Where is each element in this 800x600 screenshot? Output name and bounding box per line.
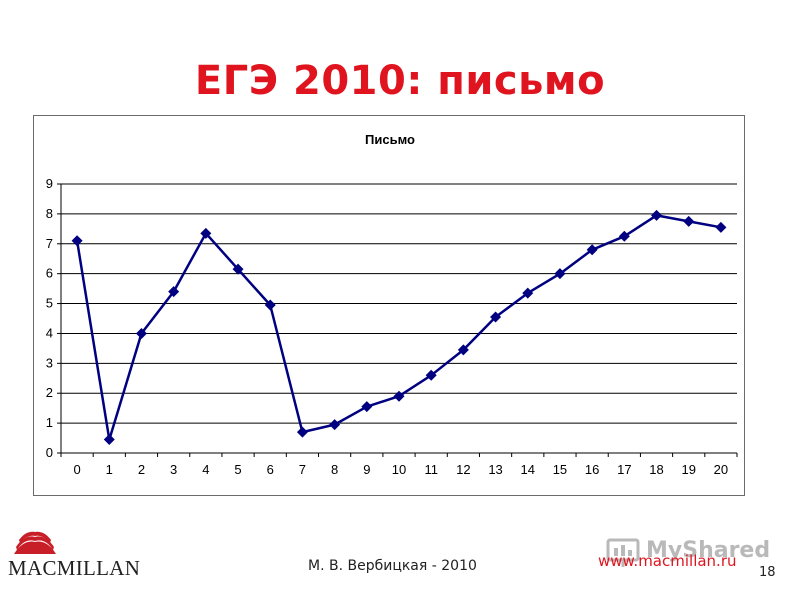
data-point-3 — [168, 286, 180, 298]
data-point-18 — [651, 209, 663, 221]
y-tick-label-7: 7 — [46, 236, 53, 251]
data-point-17 — [618, 230, 630, 242]
site-url-link[interactable]: www.macmillan.ru — [598, 552, 737, 570]
watermark: MyShared — [606, 536, 776, 570]
y-tick-label-8: 8 — [46, 206, 53, 221]
data-point-8 — [329, 419, 341, 431]
macmillan-logo-icon — [14, 531, 56, 554]
data-point-5 — [232, 263, 244, 275]
x-tick-label-12: 12 — [456, 462, 470, 477]
page-number: 18 — [759, 565, 776, 580]
y-tick-label-1: 1 — [46, 415, 53, 430]
x-tick-label-9: 9 — [363, 462, 370, 477]
x-tick-label-14: 14 — [521, 462, 535, 477]
data-point-0 — [71, 235, 83, 247]
y-tick-label-6: 6 — [46, 266, 53, 281]
data-point-4 — [200, 227, 212, 239]
x-tick-label-0: 0 — [73, 462, 80, 477]
data-point-12 — [457, 344, 469, 356]
slide-title: ЕГЭ 2010: письмо — [194, 58, 606, 104]
x-tick-label-8: 8 — [331, 462, 338, 477]
x-tick-label-11: 11 — [424, 462, 438, 477]
data-point-15 — [554, 268, 566, 280]
x-tick-label-7: 7 — [299, 462, 306, 477]
data-point-11 — [425, 369, 437, 381]
author-caption: М. В. Вербицкая - 2010 — [308, 558, 477, 574]
y-tick-label-2: 2 — [46, 385, 53, 400]
chart-area: Письмо 0 1 2 3 4 5 6 7 8 9 0 1 2 3 4 5 6 7 8 9 10 11 12 13 14 15 1… — [33, 115, 745, 496]
data-point-9 — [361, 401, 373, 413]
x-tick-label-16: 16 — [585, 462, 599, 477]
y-tick-label-0: 0 — [46, 445, 53, 460]
x-tick-label-4: 4 — [202, 462, 209, 477]
y-tick-label-9: 9 — [46, 176, 53, 191]
data-point-7 — [296, 426, 308, 438]
data-point-16 — [586, 244, 598, 256]
data-point-2 — [135, 327, 147, 339]
x-tick-label-5: 5 — [234, 462, 241, 477]
presentation-icon — [606, 538, 640, 567]
data-point-1 — [103, 434, 115, 446]
x-tick-label-19: 19 — [681, 462, 695, 477]
y-tick-label-5: 5 — [46, 296, 53, 311]
x-tick-label-20: 20 — [714, 462, 728, 477]
data-point-13 — [490, 311, 502, 323]
data-point-10 — [393, 390, 405, 402]
x-tick-label-2: 2 — [138, 462, 145, 477]
logo-wordmark: MACMILLAN — [8, 556, 141, 580]
y-tick-label-3: 3 — [46, 355, 53, 370]
x-tick-label-15: 15 — [553, 462, 567, 477]
x-tick-label-6: 6 — [267, 462, 274, 477]
x-tick-label-10: 10 — [392, 462, 406, 477]
data-point-19 — [683, 215, 695, 227]
x-tick-label-1: 1 — [106, 462, 113, 477]
x-tick-label-17: 17 — [617, 462, 631, 477]
data-point-6 — [264, 299, 276, 311]
y-tick-label-4: 4 — [46, 325, 53, 340]
x-tick-label-3: 3 — [170, 462, 177, 477]
macmillan-logo: MACMILLAN — [8, 530, 143, 580]
x-tick-label-18: 18 — [649, 462, 663, 477]
x-tick-label-13: 13 — [488, 462, 502, 477]
data-point-14 — [522, 287, 534, 299]
chart-title: Письмо — [365, 132, 415, 147]
series-line — [75, 214, 722, 441]
watermark-text: MyShared — [646, 538, 771, 563]
data-point-20 — [715, 221, 727, 233]
